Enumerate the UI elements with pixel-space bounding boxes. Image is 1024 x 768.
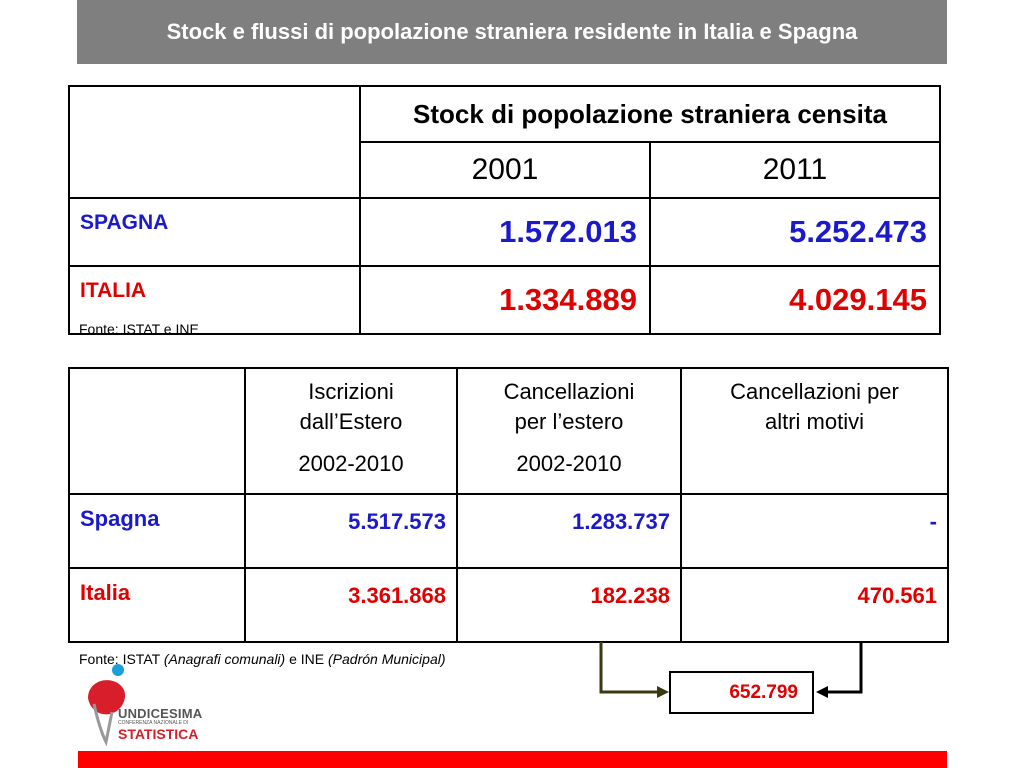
spagna-iscrizioni-value: 5.517.573 xyxy=(244,493,458,569)
conference-logo-icon xyxy=(88,664,126,746)
table-row: Italia 3.361.868 182.238 470.561 xyxy=(68,567,949,643)
col-header-line: dall’Estero xyxy=(299,409,403,434)
right-connector-arrow xyxy=(826,642,863,694)
logo-line: CONFERENZA NAZIONALE DI xyxy=(118,720,189,726)
table-row: SPAGNA 1.572.013 5.252.473 xyxy=(68,197,941,267)
table-row: ITALIA 1.334.889 4.029.145 xyxy=(68,265,941,335)
col-header-cancellazioni-altri: Cancellazioni per altri motivi xyxy=(680,367,949,495)
spagna-2001-value: 1.572.013 xyxy=(359,197,651,267)
col-header-line: Iscrizioni xyxy=(308,379,394,404)
source-mid: e INE xyxy=(285,651,328,667)
col-header-line: Cancellazioni per xyxy=(730,379,899,404)
logo-wordmark: UNDICESIMA CONFERENZA NAZIONALE DI STATI… xyxy=(118,707,202,741)
flows-table-corner xyxy=(68,367,246,495)
italia-cancellazioni-altri-value: 470.561 xyxy=(680,567,949,643)
spagna-cancellazioni-altri-value: - xyxy=(680,493,949,569)
col-header-period: 2002-2010 xyxy=(298,451,404,476)
left-connector-arrow xyxy=(599,642,660,694)
source-padron: (Padrón Municipal) xyxy=(328,651,446,667)
left-arrowhead xyxy=(657,686,669,698)
spagna-2011-value: 5.252.473 xyxy=(649,197,941,267)
italia-cancellazioni-estero-value: 182.238 xyxy=(456,567,682,643)
source-note-flows: Fonte: ISTAT (Anagrafi comunali) e INE (… xyxy=(79,651,446,667)
table-row: Spagna 5.517.573 1.283.737 - xyxy=(68,493,949,569)
year-2001: 2001 xyxy=(359,141,651,199)
stock-table: Stock di popolazione straniera censita 2… xyxy=(68,85,941,335)
total-box: 652.799 xyxy=(669,671,814,714)
flows-table: Iscrizioni dall’Estero 2002-2010 Cancell… xyxy=(68,367,949,643)
col-header-cancellazioni-estero: Cancellazioni per l’estero 2002-2010 xyxy=(456,367,682,495)
row-label-italia: Italia xyxy=(68,567,246,643)
page-title: Stock e flussi di popolazione straniera … xyxy=(77,0,947,64)
col-header-period: 2002-2010 xyxy=(516,451,622,476)
spagna-cancellazioni-estero-value: 1.283.737 xyxy=(456,493,682,569)
right-arrowhead xyxy=(816,686,828,698)
stock-table-corner xyxy=(68,85,361,199)
italia-2001-value: 1.334.889 xyxy=(359,265,651,335)
bottom-bar xyxy=(78,751,947,768)
col-header-line: Cancellazioni xyxy=(503,379,635,404)
logo-line: STATISTICA xyxy=(118,726,199,742)
source-prefix: Fonte: ISTAT xyxy=(79,651,164,667)
row-label-spagna: Spagna xyxy=(68,493,246,569)
row-label-spagna: SPAGNA xyxy=(68,197,361,267)
source-note-stock: Fonte: ISTAT e INE xyxy=(79,321,199,337)
stock-table-header: Stock di popolazione straniera censita xyxy=(359,85,941,143)
col-header-line: per l’estero xyxy=(514,409,624,434)
italia-2011-value: 4.029.145 xyxy=(649,265,941,335)
source-anagrafi: (Anagrafi comunali) xyxy=(163,651,286,667)
col-header-iscrizioni: Iscrizioni dall’Estero 2002-2010 xyxy=(244,367,458,495)
row-label-italia: ITALIA xyxy=(68,265,361,335)
year-2011: 2011 xyxy=(649,141,941,199)
italia-iscrizioni-value: 3.361.868 xyxy=(244,567,458,643)
col-header-line: altri motivi xyxy=(764,409,864,434)
logo-line: UNDICESIMA xyxy=(118,706,203,721)
